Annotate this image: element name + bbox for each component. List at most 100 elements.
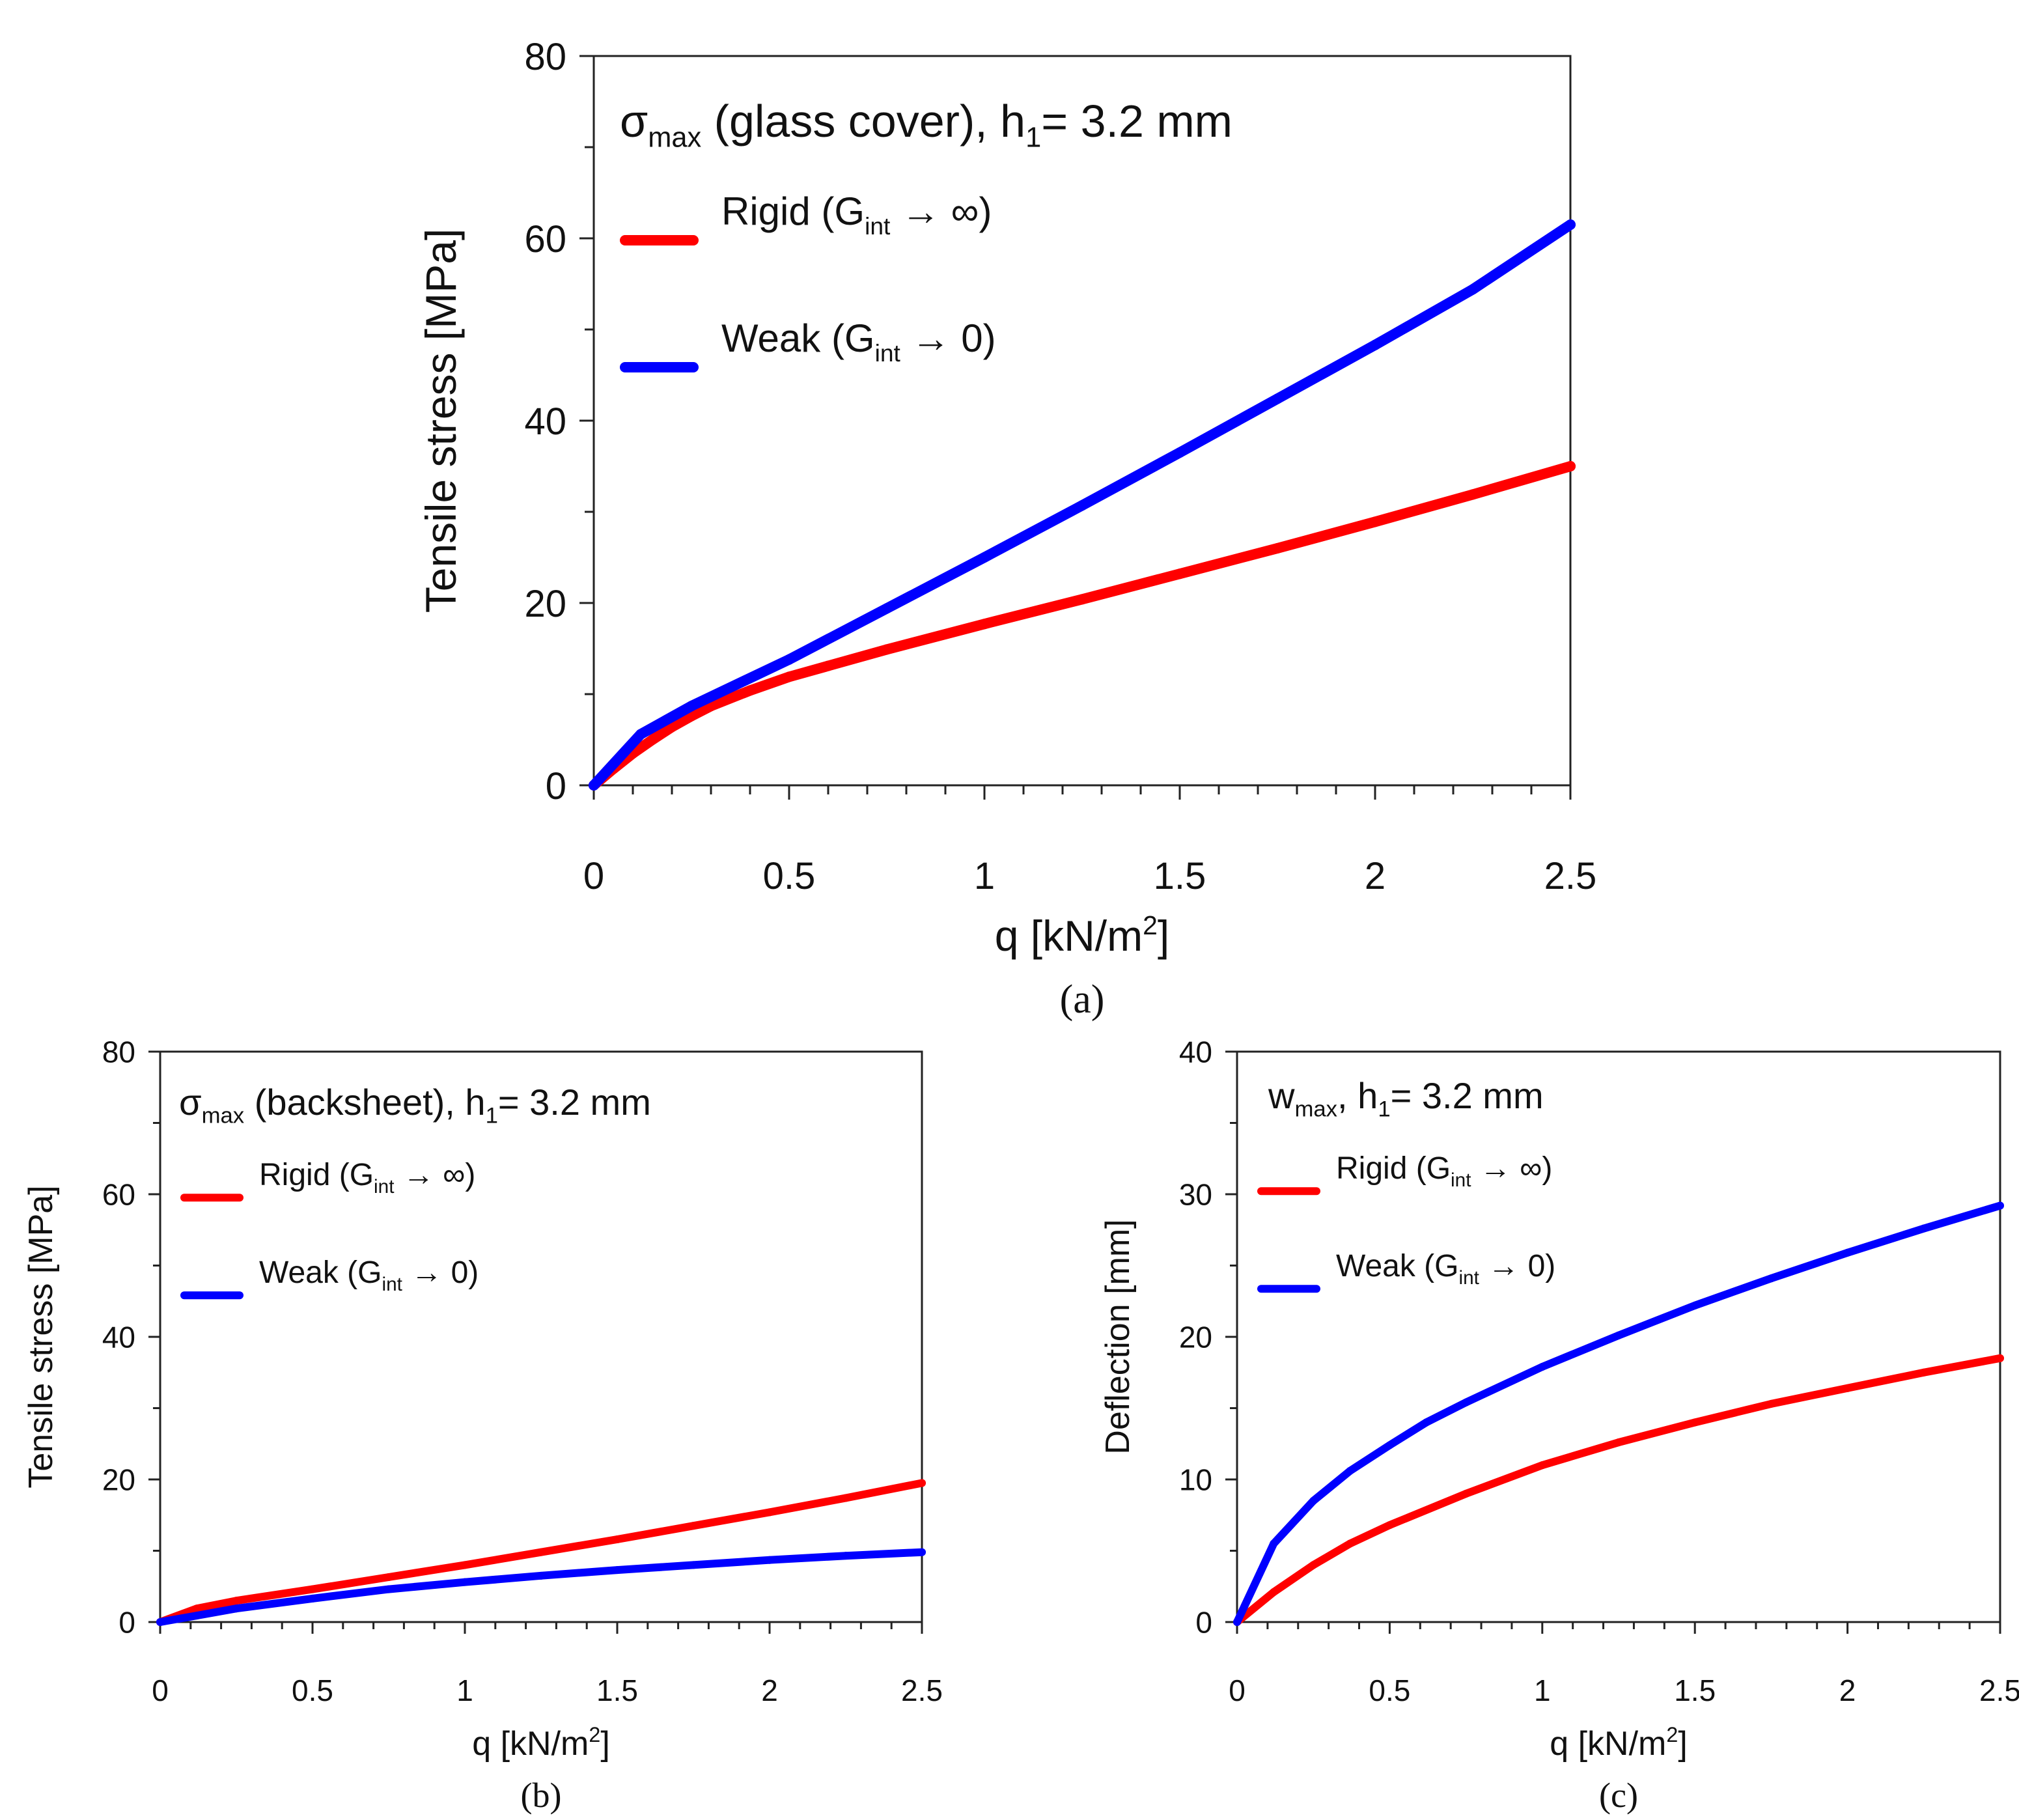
data-point-weak [842, 1552, 850, 1560]
legend-label-weak: Weak (Gint → 0) [721, 316, 996, 367]
title-subscript: max [1294, 1097, 1337, 1121]
data-point-rigid [1370, 516, 1380, 527]
data-point-rigid [461, 1561, 469, 1569]
x-axis-title-main: q [kN/m [995, 912, 1143, 960]
data-point-rigid [766, 1508, 773, 1517]
data-point-weak [1468, 284, 1478, 295]
data-point-rigid [918, 1479, 926, 1487]
x-axis-title-superscript: 2 [1666, 1723, 1678, 1746]
plot-frame [159, 1050, 923, 1623]
chart-title: wmax, h1= 3.2 mm [1268, 1075, 1544, 1121]
data-point-weak [979, 552, 990, 563]
x-tick-label: 2.5 [901, 1673, 943, 1707]
y-tick-label: 0 [1195, 1606, 1212, 1640]
legend-text-end: → 0) [900, 316, 996, 360]
data-point-weak [1077, 500, 1087, 511]
title-text: (backsheet), h [244, 1082, 485, 1123]
x-axis-title-end: ] [1678, 1725, 1687, 1763]
x-tick-label: 0.5 [1369, 1673, 1410, 1707]
data-point-rigid [1691, 1418, 1699, 1427]
legend-subscript: int [865, 212, 891, 240]
data-point-rigid [193, 1604, 201, 1613]
legend-label-rigid: Rigid (Gint → ∞) [721, 189, 992, 240]
x-tick-label: 0 [583, 855, 604, 897]
title-text: = 3.2 mm [1041, 96, 1232, 147]
x-axis-title-main: q [kN/m [472, 1725, 589, 1763]
data-point-weak [1538, 1362, 1546, 1371]
data-point-weak [1919, 1224, 1928, 1233]
y-tick-label: 20 [1179, 1321, 1212, 1354]
y-tick-label: 80 [524, 36, 566, 78]
y-tick-label: 30 [1179, 1178, 1212, 1212]
y-tick-label: 60 [102, 1178, 135, 1212]
legend-subscript: int [875, 339, 901, 367]
legend-subscript: int [1458, 1267, 1479, 1289]
panel-caption: (c) [1599, 1776, 1638, 1815]
legend-label-weak: Weak (Gint → 0) [259, 1255, 479, 1295]
legend-text-end: → ∞) [1471, 1151, 1552, 1186]
data-point-rigid [1272, 543, 1283, 553]
x-tick-label: 1 [974, 855, 995, 897]
series-line-rigid [589, 461, 1576, 791]
data-point-rigid [537, 1548, 545, 1556]
x-axis-title-end: ] [1158, 912, 1169, 960]
data-point-weak [156, 1618, 164, 1626]
data-point-rigid [1077, 594, 1087, 605]
series-line-weak [589, 219, 1576, 791]
legend-label-rigid: Rigid (Gint → ∞) [259, 1158, 475, 1197]
data-point-weak [1175, 447, 1185, 458]
legend-text-end: → ∞) [890, 189, 992, 233]
x-tick-label: 0 [152, 1673, 169, 1707]
data-point-weak [1422, 1418, 1430, 1427]
data-point-weak [1691, 1301, 1699, 1309]
legend-text-main: Weak (G [1336, 1249, 1458, 1283]
data-point-rigid [689, 1522, 697, 1530]
x-axis-title-superscript: 2 [1143, 910, 1158, 940]
data-point-weak [461, 1578, 469, 1586]
legend-subscript: int [1451, 1169, 1471, 1191]
x-axis-title: q [kN/m2] [1550, 1723, 1688, 1763]
data-point-rigid [1175, 568, 1185, 580]
y-tick-label: 10 [1179, 1463, 1212, 1497]
chart-title: σmax (backsheet), h1= 3.2 mm [179, 1082, 651, 1128]
data-point-rigid [1270, 1588, 1278, 1597]
x-tick-label: 0.5 [292, 1673, 333, 1707]
y-axis-title: Tensile stress [MPa] [417, 229, 465, 613]
title-subscript: 1 [1025, 122, 1041, 153]
y-tick-label: 40 [524, 400, 566, 443]
chart-title: σmax (glass cover), h1= 3.2 mm [620, 96, 1232, 153]
data-point-rigid [647, 735, 658, 745]
data-point-weak [1233, 1618, 1241, 1626]
legend-text-main: Rigid (G [259, 1158, 374, 1192]
series-line-weak [156, 1548, 926, 1626]
legend-text-main: Rigid (G [1336, 1151, 1451, 1186]
title-symbol: w [1268, 1075, 1295, 1116]
x-tick-label: 2 [761, 1673, 778, 1707]
data-point-weak [1370, 339, 1380, 350]
legend-text-main: Weak (G [721, 316, 875, 360]
data-point-rigid [1843, 1384, 1852, 1392]
plot-frame [592, 55, 1572, 787]
title-subscript: max [648, 122, 701, 153]
y-axis-title: Deflection [mm] [1099, 1219, 1137, 1454]
title-subscript: 1 [1378, 1097, 1390, 1121]
data-point-rigid [1346, 1539, 1354, 1548]
panel-caption: (b) [521, 1776, 562, 1815]
data-point-rigid [979, 619, 990, 630]
title-text: (glass cover), h [701, 96, 1025, 147]
data-point-weak [766, 1556, 773, 1564]
data-point-rigid [1565, 461, 1576, 471]
title-text: , h [1337, 1075, 1378, 1116]
y-tick-label: 40 [102, 1321, 135, 1354]
data-point-weak [589, 780, 599, 791]
x-tick-label: 0.5 [763, 855, 816, 897]
data-point-weak [1272, 393, 1283, 404]
data-point-rigid [613, 1535, 621, 1543]
data-point-weak [385, 1585, 393, 1593]
legend-text-end: → 0) [1479, 1249, 1555, 1283]
y-tick-label: 60 [524, 218, 566, 260]
x-axis-title-end: ] [600, 1725, 609, 1763]
data-point-weak [689, 1561, 697, 1569]
legend-text-end: → ∞) [394, 1158, 475, 1192]
data-point-weak [1996, 1201, 2004, 1210]
